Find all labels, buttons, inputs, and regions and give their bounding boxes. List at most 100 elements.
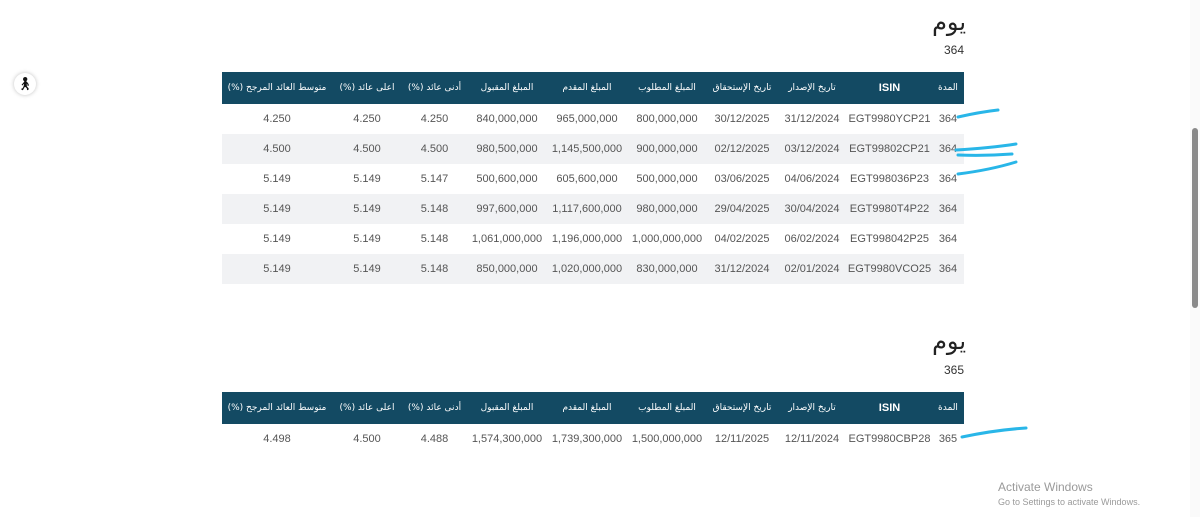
table-cell: 5.148: [420, 233, 449, 245]
table-cell: EGT998042P25: [850, 233, 929, 245]
table-row: 364 EGT998036P23 04/06/2024 03/06/2025 500,0…: [222, 164, 964, 194]
table-cell: 5.149: [222, 254, 332, 284]
watermark-title: Activate Windows: [998, 480, 1093, 494]
column-header[interactable]: متوسط العائد المرجح (%): [222, 72, 332, 104]
column-header[interactable]: المدة: [932, 392, 964, 424]
table-cell: EGT9980VCO25: [847, 254, 932, 284]
column-header[interactable]: المبلغ المقبول: [467, 72, 547, 104]
table-cell: 5.149: [353, 173, 381, 185]
table-cell: 29/04/2025: [707, 194, 777, 224]
table-cell: 04/02/2025: [714, 233, 770, 245]
table-row: 364 EGT998042P25 06/02/2024 04/02/2025 1,000…: [222, 224, 964, 254]
scrollbar[interactable]: [1190, 0, 1200, 517]
table-header-row: المدة ISIN تاريخ الإصدار تاريخ الإستحقاق الم…: [222, 72, 964, 104]
table-cell: 03/06/2025: [714, 173, 770, 185]
table-cell: 4.250: [263, 113, 291, 125]
table-cell: 5.148: [402, 194, 467, 224]
table-cell: 4.500: [332, 134, 402, 164]
table-cell: 800,000,000: [636, 113, 698, 125]
table-cell: 364: [932, 134, 964, 164]
table-cell: 980,500,000: [467, 134, 547, 164]
column-header[interactable]: أدنى عائد (%): [402, 392, 467, 424]
table-cell: 500,600,000: [476, 173, 538, 185]
watermark-subtitle: Go to Settings to activate Windows.: [998, 497, 1141, 507]
column-header[interactable]: تاريخ الإصدار: [777, 392, 847, 424]
section-title: يوم: [932, 8, 966, 36]
table-cell: 364: [932, 254, 964, 284]
table-cell: 4.488: [420, 433, 449, 445]
table-cell: 5.149: [222, 194, 332, 224]
table-cell: 364: [932, 194, 964, 224]
table-cell: 605,600,000: [556, 173, 618, 185]
table-cell: 30/12/2025: [714, 113, 770, 125]
column-header[interactable]: المبلغ المقبول: [467, 392, 547, 424]
table-cell: 1,196,000,000: [551, 233, 623, 245]
table-cell: 4.500: [353, 433, 381, 445]
table-cell: 4.250: [353, 113, 381, 125]
table-cell: EGT9980YCP21: [848, 113, 931, 125]
section-title: يوم: [932, 327, 966, 355]
auction-results-table: المدة ISIN تاريخ الإصدار تاريخ الإستحقاق الم…: [222, 392, 964, 454]
accessibility-button[interactable]: 🚶︎: [14, 73, 36, 95]
table-cell: 1,117,600,000: [547, 194, 627, 224]
table-cell: 02/01/2024: [777, 254, 847, 284]
column-header[interactable]: أدنى عائد (%): [402, 72, 467, 104]
table-cell: 5.148: [402, 254, 467, 284]
table-cell: 12/11/2025: [714, 433, 770, 445]
table-cell: 5.149: [332, 194, 402, 224]
table-cell: 1,145,500,000: [547, 134, 627, 164]
table-cell: 03/12/2024: [777, 134, 847, 164]
table-cell: 364: [938, 173, 958, 185]
column-header[interactable]: تاريخ الإستحقاق: [707, 72, 777, 104]
table-cell: 5.149: [353, 233, 381, 245]
table-cell: 5.147: [420, 173, 449, 185]
column-header[interactable]: المبلغ المطلوب: [627, 392, 707, 424]
table-row: 365 EGT9980CBP28 12/11/2024 12/11/2025 1,500…: [222, 424, 964, 454]
table-cell: EGT9980T4P22: [847, 194, 932, 224]
table-row: 364 EGT9980VCO25 02/01/2024 31/12/2024 830,0…: [222, 254, 964, 284]
table-cell: 04/06/2024: [784, 173, 840, 185]
table-row: 364 EGT9980T4P22 30/04/2024 29/04/2025 980,0…: [222, 194, 964, 224]
column-header[interactable]: ISIN: [847, 392, 932, 424]
table-cell: EGT998036P23: [850, 173, 929, 185]
column-header[interactable]: المدة: [932, 72, 964, 104]
table-cell: EGT9980CBP28: [848, 433, 931, 445]
table-cell: 5.149: [263, 173, 291, 185]
table-cell: 4.498: [263, 433, 291, 445]
table-cell: 4.500: [222, 134, 332, 164]
table-cell: 1,061,000,000: [471, 233, 543, 245]
table-cell: 900,000,000: [627, 134, 707, 164]
table-cell: 364: [938, 233, 958, 245]
table-cell: 4.250: [420, 113, 449, 125]
column-header[interactable]: تاريخ الإستحقاق: [707, 392, 777, 424]
table-cell: 965,000,000: [556, 113, 618, 125]
table-cell: 997,600,000: [467, 194, 547, 224]
table-cell: 364: [938, 113, 958, 125]
table-row: 364 EGT9980YCP21 31/12/2024 30/12/2025 800,0…: [222, 104, 964, 134]
table-cell: 06/02/2024: [784, 233, 840, 245]
section-days: 364: [943, 43, 964, 57]
table-cell: 31/12/2024: [707, 254, 777, 284]
table-cell: 1,500,000,000: [631, 433, 703, 445]
column-header[interactable]: تاريخ الإصدار: [777, 72, 847, 104]
column-header[interactable]: اعلى عائد (%): [332, 392, 402, 424]
table-cell: 5.149: [332, 254, 402, 284]
table-cell: 30/04/2024: [777, 194, 847, 224]
column-header[interactable]: ISIN: [847, 72, 932, 104]
table-cell: 12/11/2024: [784, 433, 840, 445]
auction-results-table: المدة ISIN تاريخ الإصدار تاريخ الإستحقاق الم…: [222, 72, 964, 284]
table-cell: 500,000,000: [636, 173, 698, 185]
column-header[interactable]: المبلغ المقدم: [547, 72, 627, 104]
table-cell: 365: [938, 433, 958, 445]
column-header[interactable]: المبلغ المطلوب: [627, 72, 707, 104]
table-row: 364 EGT99802CP21 03/12/2024 02/12/2025 900,0…: [222, 134, 964, 164]
scrollbar-thumb[interactable]: [1192, 128, 1198, 308]
column-header[interactable]: متوسط العائد المرجح (%): [222, 392, 332, 424]
table-cell: EGT99802CP21: [847, 134, 932, 164]
table-cell: 1,739,300,000: [551, 433, 623, 445]
column-header[interactable]: اعلى عائد (%): [332, 72, 402, 104]
windows-activation-watermark: Activate Windows Go to Settings to activ…: [998, 480, 1140, 507]
table-cell: 850,000,000: [467, 254, 547, 284]
column-header[interactable]: المبلغ المقدم: [547, 392, 627, 424]
table-cell: 980,000,000: [627, 194, 707, 224]
